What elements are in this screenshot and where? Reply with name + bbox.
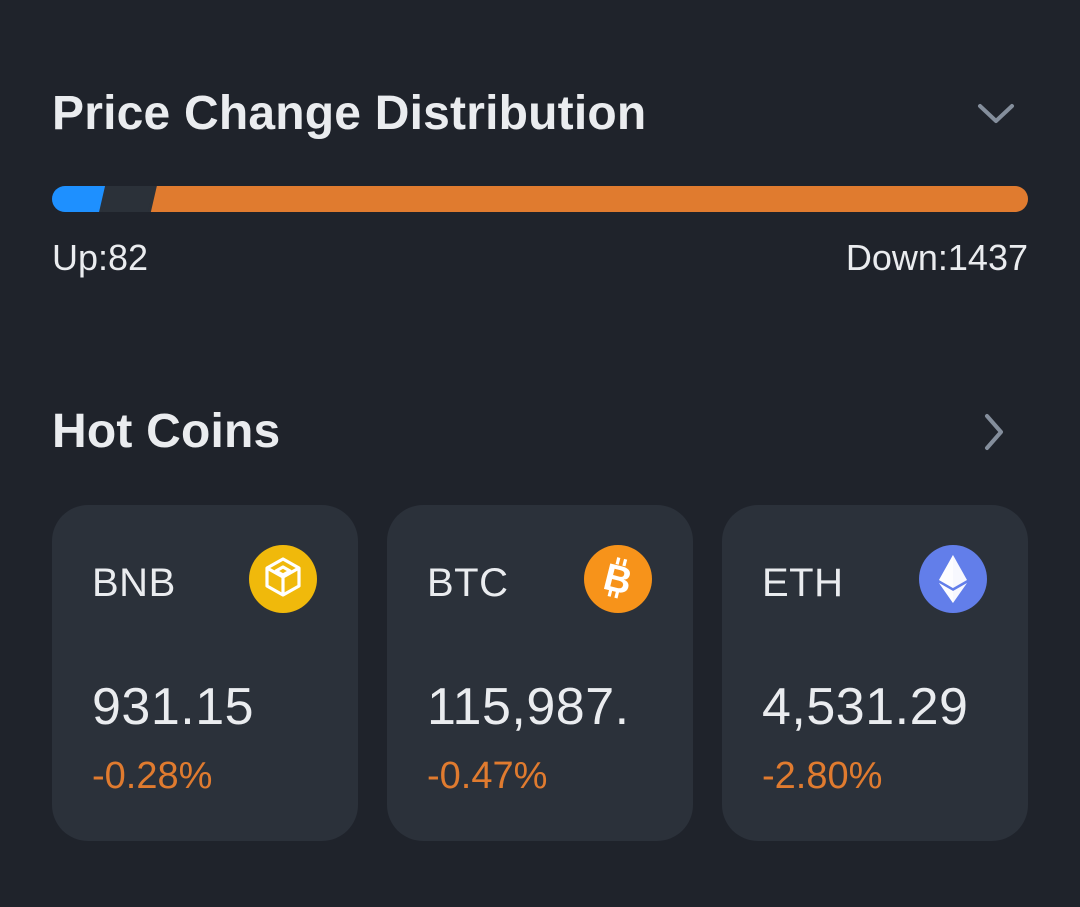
coin-card-bnb[interactable]: BNB 931.15 -0.28% (52, 505, 358, 841)
coin-symbol: ETH (762, 561, 844, 605)
coin-price: 4,531.29 (762, 678, 969, 736)
distribution-neutral-segment (102, 186, 154, 212)
coin-symbol: BNB (92, 561, 176, 605)
coin-price: 931.15 (92, 678, 255, 736)
down-count-label: Down:1437 (845, 237, 1028, 278)
eth-icon (919, 545, 987, 613)
chevron-down-icon[interactable] (972, 90, 1020, 138)
bnb-icon (249, 545, 317, 613)
coin-change: -0.47% (427, 755, 548, 797)
distribution-down-segment (150, 186, 1028, 212)
distribution-up-segment (52, 186, 106, 212)
up-count-label: Up:82 (52, 237, 149, 278)
price-change-distribution-title: Price Change Distribution (52, 87, 647, 140)
chevron-right-icon[interactable] (970, 408, 1018, 456)
coin-card-eth[interactable]: ETH 4,531.29 -2.80% (722, 505, 1028, 841)
coin-card-btc[interactable]: BTC B 115,987. -0.47% (387, 505, 693, 841)
coin-price: 115,987. (427, 678, 630, 736)
btc-icon: B (584, 545, 652, 613)
coin-change: -2.80% (762, 755, 883, 797)
coin-change: -0.28% (92, 755, 213, 797)
hot-coins-title: Hot Coins (52, 405, 281, 458)
price-distribution-bar (52, 186, 1028, 212)
coin-symbol: BTC (427, 561, 509, 605)
